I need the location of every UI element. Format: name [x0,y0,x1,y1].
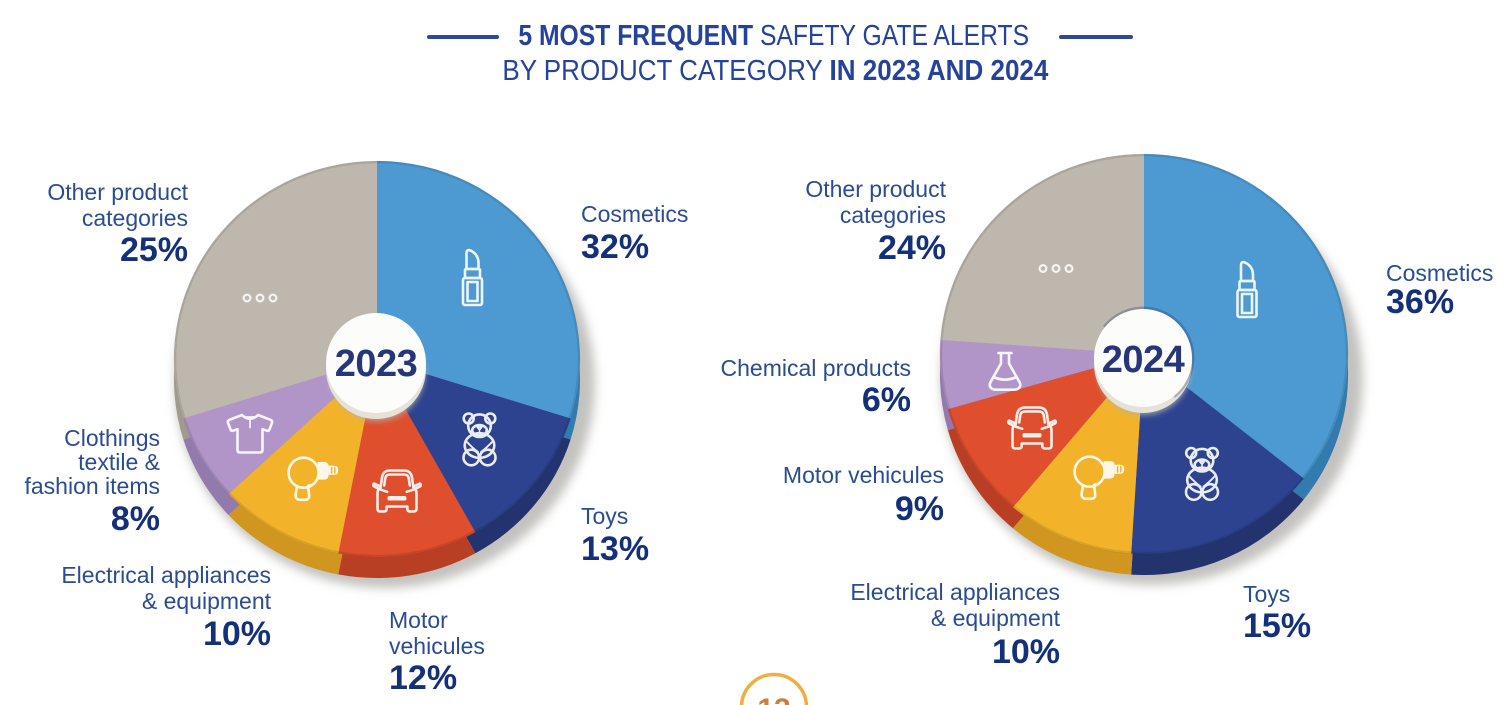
svg-text:2024: 2024 [1102,339,1185,381]
svg-text:2023: 2023 [335,343,418,385]
svg-text:13: 13 [757,693,790,705]
